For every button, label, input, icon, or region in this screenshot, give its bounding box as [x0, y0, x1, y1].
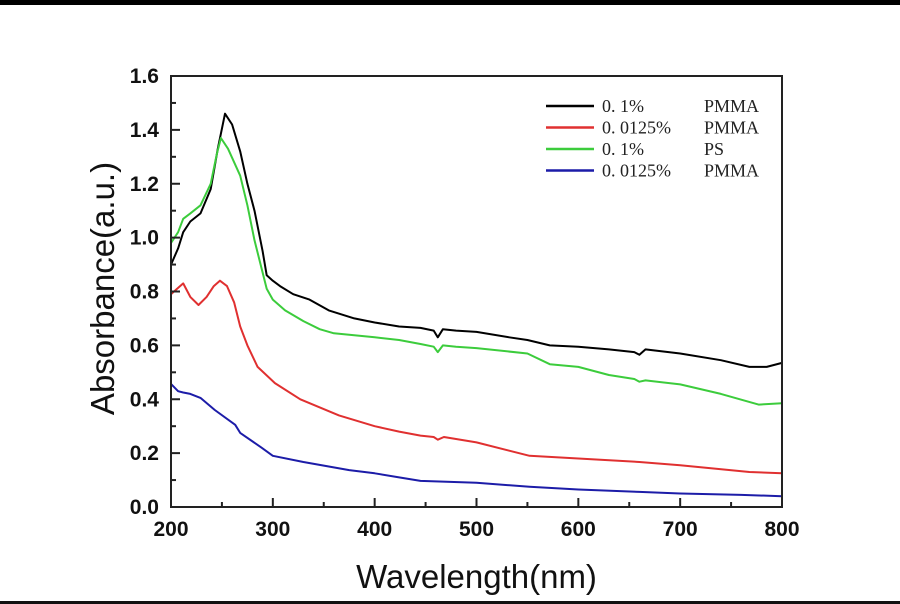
x-tick-label: 800: [764, 518, 799, 541]
legend: 0. 1% PMMA 0. 0125% PMMA 0. 1% PS 0. 0125% PMMA: [546, 96, 759, 181]
y-tick-label: 0.2: [130, 442, 159, 465]
legend-concentration: 0. 0125%: [602, 118, 671, 138]
y-tick-label: 1.2: [130, 173, 159, 196]
y-tick-label: 1.0: [130, 227, 159, 250]
series-layer: [170, 112, 783, 498]
top-border-bar: [0, 0, 900, 5]
x-tick-label: 400: [357, 518, 392, 541]
x-tick-label: 500: [459, 518, 494, 541]
y-tick-label: 1.6: [130, 65, 159, 88]
legend-polymer: PMMA: [704, 96, 759, 116]
y-tick-label: 0.0: [130, 496, 159, 519]
series-line-0: [170, 112, 783, 368]
legend-concentration: 0. 1%: [602, 96, 644, 116]
legend-concentration: 0. 1%: [602, 139, 644, 159]
legend-polymer: PMMA: [704, 118, 759, 138]
y-tick-label: 0.4: [130, 388, 160, 411]
series-line-1: [170, 279, 783, 475]
x-tick-label: 700: [663, 518, 698, 541]
x-axis-title: Wavelength(nm): [356, 558, 597, 595]
ticks-layer: 200 300 400 500 600 700 800 0.0 0.2 0.4 0.6 0.8 1.0 1…: [130, 65, 800, 541]
legend-concentration: 0. 0125%: [602, 161, 671, 181]
x-tick-label: 300: [255, 518, 290, 541]
y-tick-label: 1.4: [130, 119, 160, 142]
x-tick-label: 600: [561, 518, 596, 541]
series-line-3: [170, 383, 783, 498]
x-tick-label: 200: [153, 518, 188, 541]
series-line-2: [170, 137, 783, 406]
y-tick-label: 0.8: [130, 281, 160, 304]
bottom-border-bar: [0, 601, 900, 604]
y-axis-title: Absorbance(a.u.): [84, 162, 121, 415]
legend-polymer: PMMA: [704, 161, 759, 181]
legend-polymer: PS: [704, 139, 724, 159]
y-tick-label: 0.6: [130, 334, 159, 357]
